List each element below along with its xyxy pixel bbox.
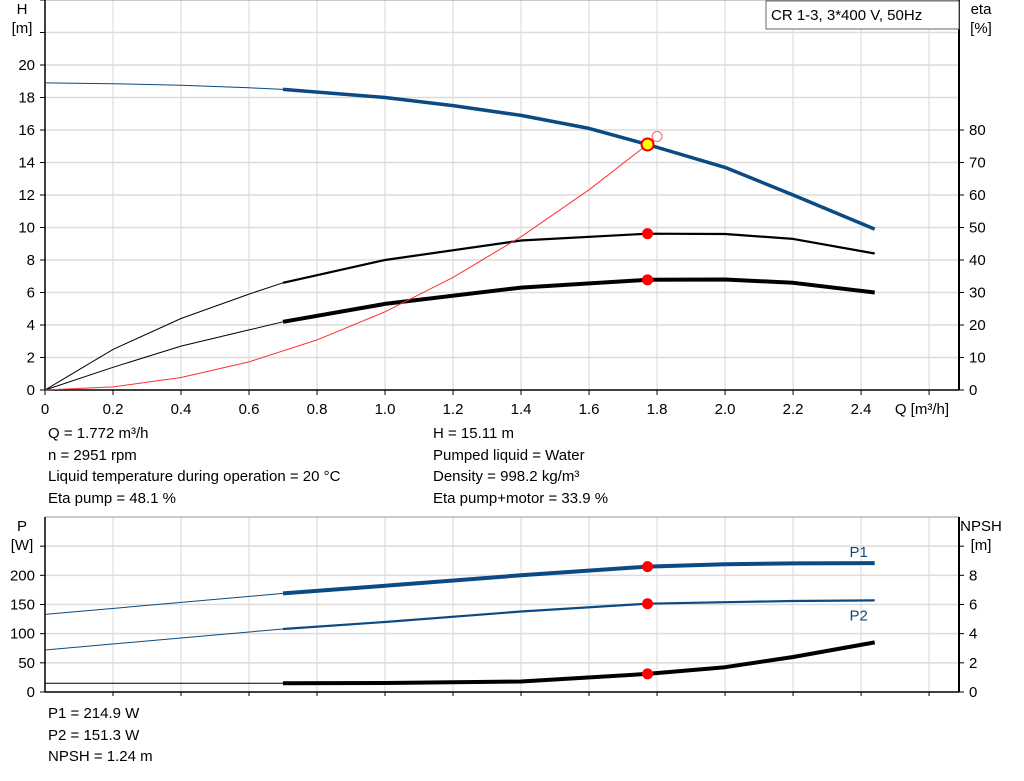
y-axis-label: [W]: [11, 537, 34, 554]
y-axis-label: [m]: [12, 20, 33, 37]
series-eta_pump-thin: [44, 282, 284, 391]
series-H-line: [282, 87, 876, 231]
series-P1-line: [282, 561, 875, 596]
y2-tick-label: 8: [969, 567, 977, 584]
duty-point: [642, 228, 654, 240]
series-H-thin: [44, 82, 284, 90]
series-label-P2: P2: [849, 607, 867, 624]
y-axis-label: H: [17, 1, 28, 18]
info-eta-pump: Eta pump = 48.1 %: [48, 489, 176, 507]
y2-tick-label: 2: [969, 655, 977, 672]
x-tick-label: 0.4: [171, 401, 192, 418]
y-tick-label: 14: [18, 155, 35, 172]
info-eta-pump-motor: Eta pump+motor = 33.9 %: [433, 489, 609, 507]
y-tick-label: 18: [18, 90, 35, 107]
series-P1-thin: [44, 592, 284, 615]
y2-tick-label: 80: [969, 122, 986, 139]
series-P2-thin: [44, 628, 284, 651]
x-tick-label: 2.0: [715, 401, 736, 418]
series-system-line: [44, 144, 648, 391]
series-eta_pump-line: [282, 232, 875, 284]
y-tick-label: 8: [27, 252, 35, 269]
y2-axis-label: [%]: [970, 20, 992, 37]
y2-tick-label: 4: [969, 626, 977, 643]
y2-axis-label: NPSH: [960, 518, 1002, 535]
x-tick-label: 1.0: [375, 401, 396, 418]
x-tick-label: 1.8: [647, 401, 668, 418]
info-bottom: P1 = 214.9 W P2 = 151.3 W NPSH = 1.24 m: [48, 703, 153, 768]
duty-point: [642, 668, 654, 680]
y2-tick-label: 30: [969, 285, 986, 302]
y-tick-label: 0: [27, 382, 35, 399]
duty-point: [642, 274, 654, 286]
y-tick-label: 12: [18, 187, 35, 204]
y-tick-label: 10: [18, 220, 35, 237]
x-tick-label: 1.6: [579, 401, 600, 418]
y2-tick-label: 50: [969, 220, 986, 237]
y2-tick-label: 70: [969, 155, 986, 172]
y-tick-label: 100: [10, 626, 35, 643]
duty-point: [640, 137, 655, 152]
y2-tick-label: 0: [969, 382, 977, 399]
system-curve-end-point: [651, 131, 663, 142]
info-temp: Liquid temperature during operation = 20…: [48, 468, 341, 485]
title-box: [765, 0, 960, 30]
x-tick-label: 2.4: [851, 401, 872, 418]
duty-point: [642, 561, 654, 573]
x-axis-label: Q [m³/h]: [895, 401, 949, 418]
y2-tick-label: 10: [969, 350, 986, 367]
y2-tick-label: 20: [969, 317, 986, 334]
duty-point: [642, 598, 654, 610]
y-tick-label: 20: [18, 57, 35, 74]
info-q: Q = 1.772 m³/h: [48, 425, 149, 442]
y2-tick-label: 6: [969, 597, 977, 614]
y-axis-label: P: [17, 518, 27, 535]
y2-tick-label: 40: [969, 252, 986, 269]
series-label-P1: P1: [849, 544, 867, 561]
x-tick-label: 0.8: [307, 401, 328, 418]
y-tick-label: 150: [10, 597, 35, 614]
series-eta_pump_motor-line: [282, 277, 875, 324]
y2-tick-label: 0: [969, 684, 977, 701]
x-tick-label: 0: [41, 401, 49, 418]
y-tick-label: 0: [27, 684, 35, 701]
y-tick-label: 2: [27, 350, 35, 367]
info-h: H = 15.11 m: [433, 425, 515, 442]
x-tick-label: 2.2: [783, 401, 804, 418]
info-density: Density = 998.2 kg/m³: [433, 468, 580, 485]
x-tick-label: 1.4: [511, 401, 532, 418]
y-tick-label: 200: [10, 567, 35, 584]
x-tick-label: 0.6: [239, 401, 260, 418]
info-p1: P1 = 214.9 W: [48, 705, 140, 722]
y-tick-label: 50: [18, 655, 35, 672]
y-tick-label: 16: [18, 122, 35, 139]
info-top-right: H = 15.11 m Pumped liquid = Water Densit…: [433, 423, 608, 509]
series-eta_pump_motor-thin: [44, 321, 284, 391]
info-p2: P2 = 151.3 W: [48, 726, 140, 744]
y-tick-label: 4: [27, 317, 35, 334]
info-npsh: NPSH = 1.24 m: [48, 748, 153, 765]
x-tick-label: 1.2: [443, 401, 464, 418]
y2-tick-label: 60: [969, 187, 986, 204]
info-liquid: Pumped liquid = Water: [433, 446, 585, 464]
y2-axis-label: [m]: [971, 537, 992, 554]
chart-title: CR 1-3, 3*400 V, 50Hz: [771, 7, 922, 24]
info-n: n = 2951 rpm: [48, 446, 137, 464]
x-tick-label: 0.2: [103, 401, 124, 418]
y2-axis-label: eta: [971, 1, 993, 18]
info-top-left: Q = 1.772 m³/h n = 2951 rpm Liquid tempe…: [48, 423, 340, 509]
y-tick-label: 6: [27, 285, 35, 302]
